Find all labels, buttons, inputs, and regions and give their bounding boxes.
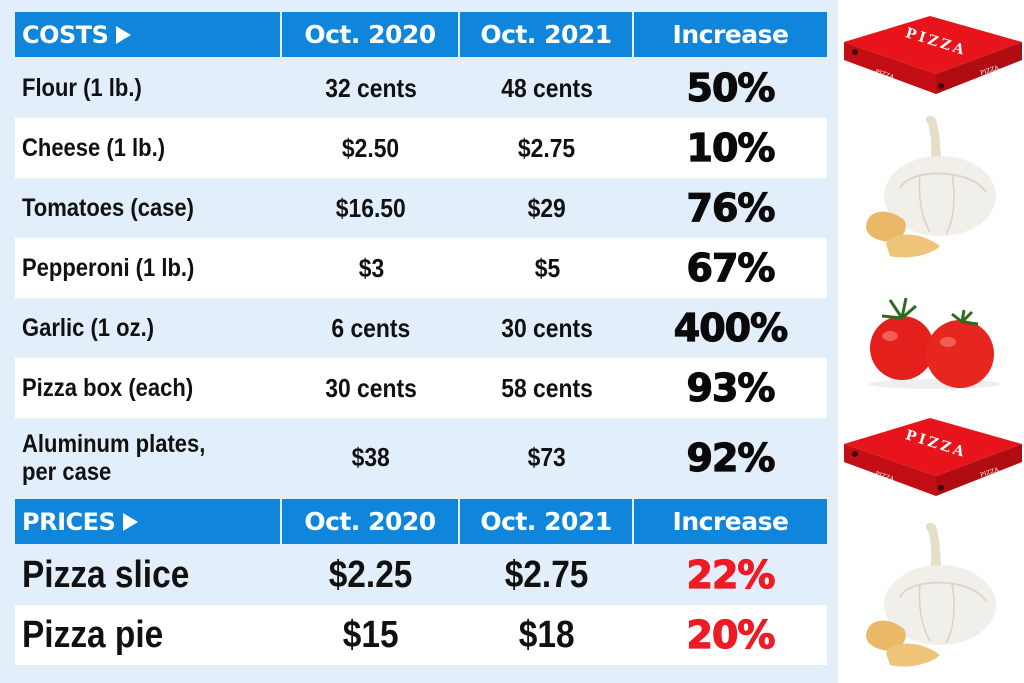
oct2021-value: $5 (534, 252, 560, 283)
prices-header-row: PRICES Oct. 2020 Oct. 2021 Increase (15, 499, 827, 544)
garlic-image (866, 116, 996, 258)
costs-header-row: COSTS Oct. 2020 Oct. 2021 Increase (15, 12, 827, 57)
oct2020-value: 30 cents (325, 372, 417, 403)
table-row: Cheese (1 lb.) $2.50 $2.75 10% (15, 118, 827, 178)
increase-value: 76% (686, 185, 776, 230)
oct2020-value: $2.50 (342, 132, 400, 163)
increase-value: 10% (686, 125, 776, 170)
table-row: Pizza slice $2.25 $2.75 22% (15, 545, 827, 605)
table-row: Flour (1 lb.) 32 cents 48 cents 50% (15, 58, 827, 118)
increase-value: 93% (686, 365, 776, 410)
item-name: Pizza pie (22, 613, 164, 656)
oct2021-value: 30 cents (501, 312, 593, 343)
table-row: Pizza box (each) 30 cents 58 cents 93% (15, 358, 827, 418)
increase-value: 67% (686, 245, 776, 290)
oct2020-value: $2.25 (329, 553, 413, 596)
table-row: Pizza pie $15 $18 20% (15, 605, 827, 665)
oct2021-value: $29 (527, 192, 567, 223)
table-row: Tomatoes (case) $16.50 $29 76% (15, 178, 827, 238)
prices-header-label-cell: PRICES (15, 499, 282, 544)
garlic-image (866, 523, 996, 667)
oct2020-value: 6 cents (331, 312, 411, 343)
pizza-box-image: PIZZA PIZZA PIZZA (844, 418, 1022, 496)
costs-header-oct2020: Oct. 2020 (282, 12, 460, 57)
item-name: Pizza box (each) (22, 373, 194, 402)
item-name: Garlic (1 oz.) (22, 313, 155, 342)
oct2021-value: $73 (527, 442, 567, 472)
triangle-right-icon (123, 512, 139, 531)
increase-value: 400% (673, 305, 789, 350)
prices-header-increase: Increase (634, 499, 827, 544)
oct2021-value: $2.75 (505, 553, 589, 596)
table-row: Garlic (1 oz.) 6 cents 30 cents 400% (15, 298, 827, 358)
item-name: Pizza slice (22, 553, 190, 596)
oct2020-value: 32 cents (325, 72, 417, 103)
prices-header-oct2020: Oct. 2020 (282, 499, 460, 544)
oct2020-value: $15 (343, 613, 399, 656)
increase-value: 50% (686, 65, 776, 110)
prices-header-oct2021: Oct. 2021 (460, 499, 634, 544)
oct2020-value: $3 (358, 252, 384, 283)
item-name-line1: Aluminum plates, (22, 429, 206, 458)
pizza-box-image: PIZZA PIZZA PIZZA (844, 16, 1022, 94)
oct2021-value: $2.75 (518, 132, 576, 163)
item-name: Pepperoni (1 lb.) (22, 253, 195, 282)
oct2020-value: $38 (351, 442, 391, 472)
item-name-line2: per case (22, 457, 112, 486)
tomatoes-image (869, 297, 1001, 389)
prices-header-label: PRICES (22, 507, 116, 536)
item-name: Flour (1 lb.) (22, 73, 142, 102)
increase-value: 20% (686, 612, 776, 657)
oct2021-value: 48 cents (501, 72, 593, 103)
oct2021-value: 58 cents (501, 372, 593, 403)
triangle-right-icon (116, 25, 132, 44)
oct2021-value: $18 (519, 613, 575, 656)
table-row: Pepperoni (1 lb.) $3 $5 67% (15, 238, 827, 298)
item-name: Cheese (1 lb.) (22, 133, 166, 162)
increase-value: 22% (686, 552, 776, 597)
increase-value: 92% (686, 435, 776, 480)
costs-header-label-cell: COSTS (15, 12, 282, 57)
oct2020-value: $16.50 (336, 192, 406, 223)
item-name: Tomatoes (case) (22, 193, 194, 222)
table-row: Aluminum plates, per case $38 $73 92% (15, 418, 827, 497)
costs-header-increase: Increase (634, 12, 827, 57)
costs-header-label: COSTS (22, 20, 109, 49)
costs-header-oct2021: Oct. 2021 (460, 12, 634, 57)
